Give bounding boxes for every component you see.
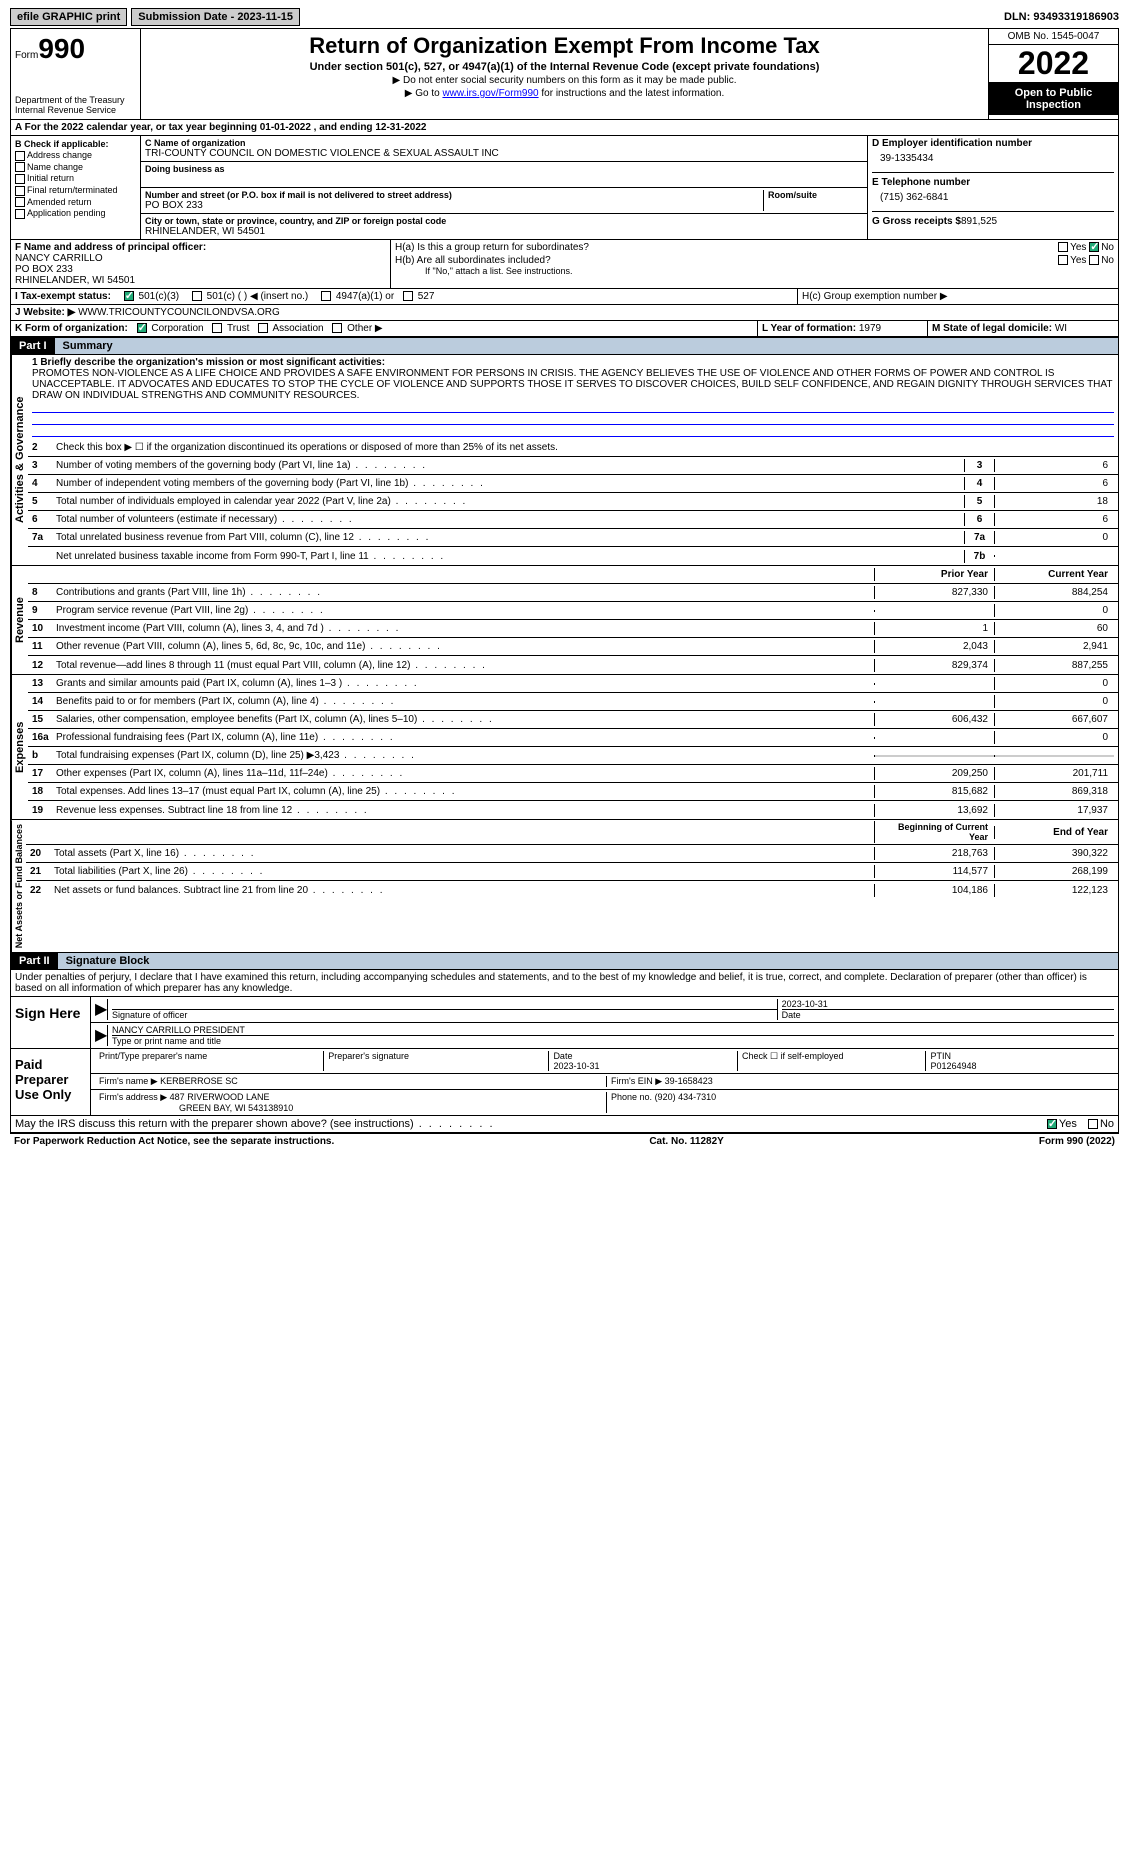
checkbox-ha-yes[interactable] bbox=[1058, 242, 1068, 252]
org-name: TRI-COUNTY COUNCIL ON DOMESTIC VIOLENCE … bbox=[145, 148, 863, 159]
omb-number: OMB No. 1545-0047 bbox=[989, 29, 1118, 45]
section-bcd: B Check if applicable: Address change Na… bbox=[10, 136, 1119, 240]
checkbox-other[interactable] bbox=[332, 323, 342, 333]
table-row: 6Total number of volunteers (estimate if… bbox=[28, 511, 1118, 529]
form-subtitle: Under section 501(c), 527, or 4947(a)(1)… bbox=[145, 61, 984, 73]
section-a: A For the 2022 calendar year, or tax yea… bbox=[10, 120, 1119, 136]
expenses-section: Expenses 13Grants and similar amounts pa… bbox=[10, 675, 1119, 820]
table-row: 14Benefits paid to or for members (Part … bbox=[28, 693, 1118, 711]
revenue-section: Revenue Prior YearCurrent Year 8Contribu… bbox=[10, 566, 1119, 675]
table-row: 11Other revenue (Part VIII, column (A), … bbox=[28, 638, 1118, 656]
checkbox-ha-no[interactable] bbox=[1089, 242, 1099, 252]
checkbox-address-change[interactable] bbox=[15, 151, 25, 161]
part-1-header: Part ISummary bbox=[10, 337, 1119, 355]
table-row: 5Total number of individuals employed in… bbox=[28, 493, 1118, 511]
section-j: J Website: ▶ WWW.TRICOUNTYCOUNCILONDVSA.… bbox=[10, 305, 1119, 321]
section-deg: D Employer identification number 39-1335… bbox=[868, 136, 1118, 239]
note-ssn: ▶ Do not enter social security numbers o… bbox=[145, 75, 984, 86]
section-h: H(a) Is this a group return for subordin… bbox=[391, 240, 1118, 288]
dln-label: DLN: 93493319186903 bbox=[1004, 11, 1119, 23]
table-row: 17Other expenses (Part IX, column (A), l… bbox=[28, 765, 1118, 783]
phone-value: (715) 362-6841 bbox=[880, 192, 1114, 203]
table-row: 13Grants and similar amounts paid (Part … bbox=[28, 675, 1118, 693]
efile-print-button[interactable]: efile GRAPHIC print bbox=[10, 8, 127, 26]
form-header: Form990 Department of the Treasury Inter… bbox=[10, 28, 1119, 120]
preparer-block: Paid Preparer Use Only Print/Type prepar… bbox=[10, 1049, 1119, 1116]
website-link[interactable]: WWW.TRICOUNTYCOUNCILONDVSA.ORG bbox=[78, 307, 280, 318]
table-row: 3Number of voting members of the governi… bbox=[28, 457, 1118, 475]
checkbox-501c[interactable] bbox=[192, 291, 202, 301]
checkbox-amended[interactable] bbox=[15, 197, 25, 207]
table-row: 4Number of independent voting members of… bbox=[28, 475, 1118, 493]
irs-link[interactable]: www.irs.gov/Form990 bbox=[442, 88, 538, 99]
checkbox-assoc[interactable] bbox=[258, 323, 268, 333]
section-c: C Name of organization TRI-COUNTY COUNCI… bbox=[141, 136, 868, 239]
form-title: Return of Organization Exempt From Incom… bbox=[145, 33, 984, 59]
form-number: Form990 bbox=[15, 33, 136, 65]
table-row: 15Salaries, other compensation, employee… bbox=[28, 711, 1118, 729]
section-klm: K Form of organization: Corporation Trus… bbox=[10, 321, 1119, 337]
checkbox-trust[interactable] bbox=[212, 323, 222, 333]
checkbox-hb-no[interactable] bbox=[1089, 255, 1099, 265]
table-row: 10Investment income (Part VIII, column (… bbox=[28, 620, 1118, 638]
section-i: I Tax-exempt status: 501(c)(3) 501(c) ( … bbox=[10, 289, 1119, 305]
table-row: 12Total revenue—add lines 8 through 11 (… bbox=[28, 656, 1118, 674]
note-link: ▶ Go to www.irs.gov/Form990 for instruct… bbox=[145, 88, 984, 99]
submission-date-button[interactable]: Submission Date - 2023-11-15 bbox=[131, 8, 300, 26]
table-row: bTotal fundraising expenses (Part IX, co… bbox=[28, 747, 1118, 765]
mission-text: PROMOTES NON-VIOLENCE AS A LIFE CHOICE A… bbox=[32, 368, 1114, 401]
topbar: efile GRAPHIC print Submission Date - 20… bbox=[10, 8, 1119, 26]
table-row: 9Program service revenue (Part VIII, lin… bbox=[28, 602, 1118, 620]
table-row: 19Revenue less expenses. Subtract line 1… bbox=[28, 801, 1118, 819]
dept-label: Department of the Treasury Internal Reve… bbox=[15, 95, 136, 115]
section-hc: H(c) Group exemption number ▶ bbox=[798, 289, 1118, 304]
page-footer: For Paperwork Reduction Act Notice, see … bbox=[10, 1133, 1119, 1149]
checkbox-final-return[interactable] bbox=[15, 186, 25, 196]
table-row: 7aTotal unrelated business revenue from … bbox=[28, 529, 1118, 547]
checkbox-4947[interactable] bbox=[321, 291, 331, 301]
table-row: 18Total expenses. Add lines 13–17 (must … bbox=[28, 783, 1118, 801]
table-row: 20Total assets (Part X, line 16)218,7633… bbox=[26, 845, 1118, 863]
tax-year: 2022 bbox=[989, 45, 1118, 83]
netassets-section: Net Assets or Fund Balances Beginning of… bbox=[10, 820, 1119, 953]
checkbox-hb-yes[interactable] bbox=[1058, 255, 1068, 265]
checkbox-initial-return[interactable] bbox=[15, 174, 25, 184]
ein-value: 39-1335434 bbox=[880, 153, 1114, 164]
table-row: 22Net assets or fund balances. Subtract … bbox=[26, 881, 1118, 899]
sign-here-block: Sign Here ▶ Signature of officer 2023-10… bbox=[10, 997, 1119, 1049]
checkbox-pending[interactable] bbox=[15, 209, 25, 219]
declaration: Under penalties of perjury, I declare th… bbox=[10, 970, 1119, 997]
table-row: 16aProfessional fundraising fees (Part I… bbox=[28, 729, 1118, 747]
section-f: F Name and address of principal officer:… bbox=[11, 240, 391, 288]
section-fh: F Name and address of principal officer:… bbox=[10, 240, 1119, 289]
open-to-public: Open to Public Inspection bbox=[989, 83, 1118, 115]
may-irs-discuss: May the IRS discuss this return with the… bbox=[10, 1116, 1119, 1133]
org-address: PO BOX 233 bbox=[145, 200, 763, 211]
checkbox-may-no[interactable] bbox=[1088, 1119, 1098, 1129]
org-city: RHINELANDER, WI 54501 bbox=[145, 226, 863, 237]
section-b: B Check if applicable: Address change Na… bbox=[11, 136, 141, 239]
governance-section: Activities & Governance 1 Briefly descri… bbox=[10, 355, 1119, 566]
form-990-page: efile GRAPHIC print Submission Date - 20… bbox=[0, 0, 1129, 1157]
sign-arrow-icon: ▶ bbox=[95, 1025, 107, 1046]
table-row: Net unrelated business taxable income fr… bbox=[28, 547, 1118, 565]
part-2-header: Part IISignature Block bbox=[10, 953, 1119, 970]
checkbox-527[interactable] bbox=[403, 291, 413, 301]
sign-arrow-icon: ▶ bbox=[95, 999, 107, 1020]
checkbox-501c3[interactable] bbox=[124, 291, 134, 301]
table-row: 21Total liabilities (Part X, line 26)114… bbox=[26, 863, 1118, 881]
table-row: 8Contributions and grants (Part VIII, li… bbox=[28, 584, 1118, 602]
checkbox-corp[interactable] bbox=[137, 323, 147, 333]
checkbox-may-yes[interactable] bbox=[1047, 1119, 1057, 1129]
checkbox-name-change[interactable] bbox=[15, 162, 25, 172]
gross-receipts: 891,525 bbox=[961, 216, 997, 227]
